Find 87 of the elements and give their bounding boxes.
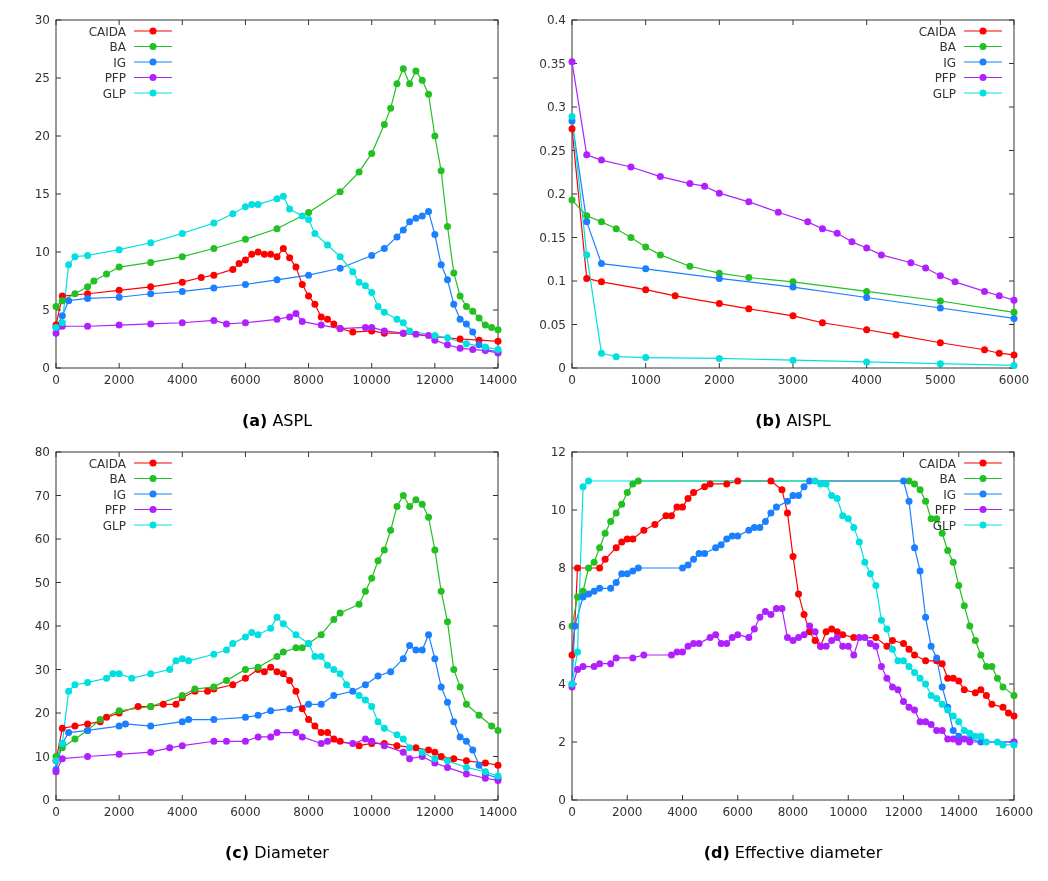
- legend-label: CAIDA: [918, 24, 957, 39]
- legend-label: PFP: [104, 71, 126, 85]
- legend-label: IG: [113, 487, 126, 502]
- legend-label: GLP: [102, 518, 126, 533]
- x-tick-label: 10000: [352, 805, 391, 819]
- x-tick-label: 1000: [630, 373, 661, 387]
- x-tick-label: 14000: [478, 805, 518, 819]
- legend-label: BA: [109, 472, 127, 486]
- legend-label: GLP: [932, 86, 956, 101]
- y-tick-label: 60: [34, 532, 50, 546]
- y-tick-label: 2: [558, 735, 566, 749]
- y-tick-label: 80: [34, 445, 50, 459]
- y-tick-label: 20: [34, 129, 50, 143]
- legend-label: BA: [109, 40, 127, 54]
- x-tick-label: 16000: [994, 805, 1034, 819]
- x-tick-label: 4000: [167, 805, 198, 819]
- x-tick-label: 5000: [925, 373, 956, 387]
- x-tick-label: 0: [568, 805, 576, 819]
- y-tick-label: 5: [42, 303, 50, 317]
- x-tick-label: 0: [52, 373, 60, 387]
- x-tick-label: 2000: [704, 373, 735, 387]
- y-tick-label: 0.15: [539, 230, 566, 245]
- y-tick-label: 10: [34, 749, 50, 764]
- x-tick-label: 6000: [998, 373, 1030, 387]
- y-tick-label: 0: [558, 793, 566, 807]
- y-tick-label: 25: [34, 71, 50, 85]
- legend-label: PFP: [934, 503, 956, 517]
- y-tick-label: 0: [558, 361, 566, 375]
- legend-label: PFP: [934, 71, 956, 85]
- x-tick-label: 4000: [851, 373, 882, 387]
- y-tick-label: 0.35: [539, 56, 566, 71]
- y-tick-label: 15: [34, 187, 50, 201]
- y-tick-label: 0: [42, 793, 50, 807]
- y-tick-label: 10: [34, 245, 50, 259]
- x-tick-label: 14000: [478, 373, 518, 387]
- legend-label: IG: [943, 55, 956, 70]
- x-tick-label: 0: [568, 373, 576, 387]
- text: (d) Effective diameter: [703, 843, 883, 862]
- x-tick-label: 8000: [293, 805, 324, 819]
- x-tick-label: 12000: [415, 373, 454, 387]
- y-tick-label: 0.05: [539, 317, 566, 332]
- x-tick-label: 3000: [777, 373, 809, 387]
- legend-label: GLP: [102, 86, 126, 101]
- x-tick-label: 12000: [884, 805, 923, 819]
- text: (c) Diameter: [225, 843, 330, 862]
- legend-label: BA: [939, 40, 957, 54]
- legend-label: BA: [939, 472, 957, 486]
- y-tick-label: 4: [558, 677, 566, 691]
- legend-label: IG: [943, 487, 956, 502]
- y-tick-label: 20: [34, 706, 50, 720]
- y-tick-label: 70: [34, 488, 50, 503]
- y-tick-label: 0.4: [546, 13, 566, 27]
- y-tick-label: 8: [558, 561, 566, 575]
- x-tick-label: 14000: [939, 805, 978, 819]
- x-tick-label: 2000: [611, 805, 643, 819]
- text: (b) AISPL: [755, 411, 831, 430]
- x-tick-label: 10000: [829, 805, 868, 819]
- y-tick-label: 30: [34, 13, 50, 27]
- x-tick-label: 2000: [103, 805, 135, 819]
- y-tick-label: 0.25: [539, 143, 566, 158]
- x-tick-label: 2000: [103, 373, 135, 387]
- x-tick-label: 8000: [777, 805, 809, 819]
- text: (a) ASPL: [241, 411, 313, 430]
- legend-label: CAIDA: [88, 24, 127, 39]
- y-tick-label: 40: [34, 619, 50, 633]
- legend-label: IG: [113, 55, 126, 70]
- x-tick-label: 10000: [352, 373, 391, 387]
- y-tick-label: 30: [34, 662, 50, 677]
- y-tick-label: 0: [42, 361, 50, 375]
- x-tick-label: 6000: [230, 373, 261, 387]
- y-tick-label: 0.2: [546, 187, 566, 201]
- legend-label: CAIDA: [88, 456, 127, 471]
- x-tick-label: 8000: [293, 373, 324, 387]
- x-tick-label: 12000: [415, 805, 454, 819]
- y-tick-label: 50: [34, 575, 50, 590]
- y-tick-label: 10: [550, 503, 566, 517]
- y-tick-label: 12: [550, 445, 566, 459]
- x-tick-label: 4000: [667, 805, 698, 819]
- legend-label: PFP: [104, 503, 126, 517]
- x-tick-label: 0: [52, 805, 60, 819]
- x-tick-label: 6000: [722, 805, 754, 819]
- x-tick-label: 4000: [167, 373, 198, 387]
- y-tick-label: 0.1: [546, 274, 566, 288]
- legend-label: CAIDA: [918, 456, 957, 471]
- x-tick-label: 6000: [230, 805, 261, 819]
- y-tick-label: 6: [558, 619, 566, 633]
- y-tick-label: 0.3: [546, 100, 566, 114]
